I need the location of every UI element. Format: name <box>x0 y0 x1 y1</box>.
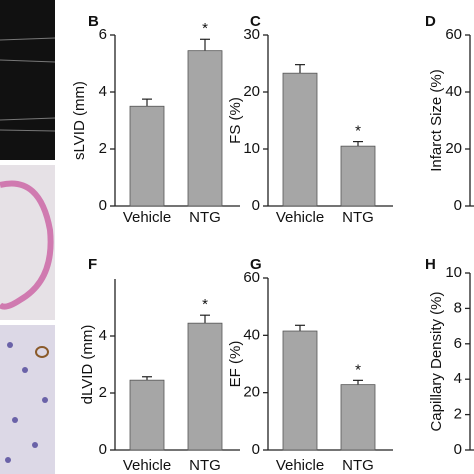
y-tick-label: 20 <box>445 140 462 157</box>
y-tick-label: 0 <box>454 197 462 214</box>
capillary-stain <box>35 346 49 358</box>
y-tick-label: 60 <box>445 26 462 43</box>
y-tick-label: 40 <box>243 326 260 343</box>
y-tick-label: 40 <box>445 83 462 100</box>
y-tick-label: 4 <box>99 83 107 100</box>
y-tick-label: 0 <box>252 197 260 214</box>
y-axis-label: Capillary Density (%) <box>428 291 445 431</box>
y-axis-label: FS (%) <box>227 97 244 144</box>
nuclei <box>5 342 48 463</box>
y-tick-label: 6 <box>454 335 462 352</box>
y-tick-label: 2 <box>99 384 107 401</box>
y-tick-label: 30 <box>243 26 260 43</box>
panel-letter: C <box>250 13 261 30</box>
y-tick-label: 10 <box>445 264 462 281</box>
y-tick-label: 20 <box>243 384 260 401</box>
x-tick-label: Vehicle <box>276 457 324 474</box>
y-axis-label: sLVID (mm) <box>71 81 88 160</box>
x-tick-label: NTG <box>342 209 374 226</box>
tissue-stain <box>0 180 54 310</box>
x-tick-label: NTG <box>189 457 221 474</box>
y-tick-label: 8 <box>454 299 462 316</box>
x-tick-label: NTG <box>342 457 374 474</box>
bar <box>282 330 318 451</box>
panel-letter: D <box>425 13 436 30</box>
panel-letter: F <box>88 256 97 273</box>
y-tick-label: 6 <box>99 26 107 43</box>
y-tick-label: 2 <box>99 140 107 157</box>
y-tick-label: 2 <box>454 406 462 423</box>
bar <box>129 379 165 451</box>
significance-marker: * <box>355 123 361 140</box>
panel-letter: B <box>88 13 99 30</box>
x-tick-label: Vehicle <box>123 457 171 474</box>
significance-marker: * <box>202 296 208 313</box>
y-tick-label: 4 <box>454 370 462 387</box>
bar <box>340 145 376 207</box>
echo-traces <box>0 37 56 132</box>
bar <box>187 50 223 207</box>
y-tick-label: 60 <box>243 269 260 286</box>
y-tick-label: 0 <box>99 197 107 214</box>
panel-letter: H <box>425 256 436 273</box>
y-tick-label: 4 <box>99 327 107 344</box>
y-tick-label: 20 <box>243 83 260 100</box>
bar <box>129 105 165 207</box>
panel-letter: G <box>250 256 262 273</box>
y-tick-label: 10 <box>243 140 260 157</box>
y-tick-label: 0 <box>99 441 107 458</box>
significance-marker: * <box>202 20 208 37</box>
bar <box>187 322 223 451</box>
y-tick-label: 0 <box>252 441 260 458</box>
bar <box>340 384 376 451</box>
significance-marker: * <box>355 361 361 378</box>
x-tick-label: Vehicle <box>123 209 171 226</box>
bar <box>282 72 318 207</box>
echo-image <box>0 0 55 160</box>
y-axis-label: dLVID (mm) <box>79 325 96 405</box>
y-tick-label: 0 <box>454 441 462 458</box>
x-tick-label: NTG <box>189 209 221 226</box>
y-axis-label: EF (%) <box>227 341 244 388</box>
y-axis-label: Infarct Size (%) <box>428 69 445 172</box>
x-tick-label: Vehicle <box>276 209 324 226</box>
